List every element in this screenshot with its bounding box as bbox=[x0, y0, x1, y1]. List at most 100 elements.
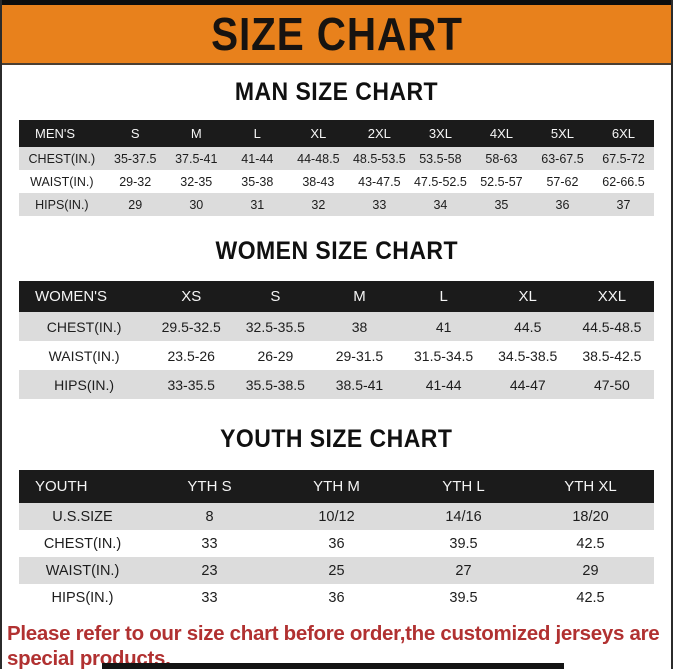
size-value-cell: 38.5-41 bbox=[317, 370, 402, 399]
table-row: HIPS(IN.) 33 36 39.5 42.5 bbox=[19, 584, 654, 611]
table-row: HIPS(IN.) 29 30 31 32 33 34 35 36 37 bbox=[19, 193, 654, 216]
size-value-cell: 47-50 bbox=[569, 370, 654, 399]
size-value-cell: 33 bbox=[146, 530, 273, 557]
size-column-header: 4XL bbox=[470, 120, 532, 147]
size-value-cell: 44.5 bbox=[485, 312, 570, 341]
size-column-header: S bbox=[233, 281, 318, 312]
size-value-cell: 23 bbox=[146, 557, 273, 584]
size-value-cell: 14/16 bbox=[400, 503, 527, 530]
size-chart-section-women: WOMEN SIZE CHART WOMEN'S XS S M L XL XXL CHEST(I… bbox=[2, 237, 671, 399]
size-table-men: MEN'S S M L XL 2XL 3XL 4XL 5XL 6XL CHEST(IN.) 35-37… bbox=[19, 120, 654, 216]
size-value-cell: 31.5-34.5 bbox=[401, 341, 486, 370]
disclaimer-line-1: Please refer to our size chart before or… bbox=[7, 622, 660, 669]
size-value-cell: 37.5-41 bbox=[165, 147, 227, 170]
row-label: HIPS(IN.) bbox=[19, 584, 146, 611]
size-value-cell: 62-66.5 bbox=[592, 170, 654, 193]
size-column-header: YTH M bbox=[273, 470, 400, 503]
table-header-label: WOMEN'S bbox=[19, 281, 150, 312]
size-value-cell: 31 bbox=[226, 193, 288, 216]
size-value-cell: 29-31.5 bbox=[317, 341, 402, 370]
size-value-cell: 58-63 bbox=[470, 147, 532, 170]
size-value-cell: 38.5-42.5 bbox=[569, 341, 654, 370]
size-value-cell: 29 bbox=[527, 557, 654, 584]
size-value-cell: 41-44 bbox=[226, 147, 288, 170]
size-value-cell: 39.5 bbox=[400, 584, 527, 611]
size-column-header: 2XL bbox=[348, 120, 410, 147]
size-value-cell: 44-47 bbox=[485, 370, 570, 399]
size-value-cell: 41 bbox=[401, 312, 486, 341]
row-label: CHEST(IN.) bbox=[19, 147, 105, 170]
size-value-cell: 35-38 bbox=[226, 170, 288, 193]
size-value-cell: 26-29 bbox=[233, 341, 318, 370]
size-value-cell: 37 bbox=[592, 193, 654, 216]
size-column-header: L bbox=[401, 281, 486, 312]
size-value-cell: 33 bbox=[348, 193, 410, 216]
table-row: CHEST(IN.) 35-37.5 37.5-41 41-44 44-48.5 48.5… bbox=[19, 147, 654, 170]
table-header-label: YOUTH bbox=[19, 470, 146, 503]
table-header-row: YOUTH YTH S YTH M YTH L YTH XL bbox=[19, 470, 654, 503]
size-value-cell: 36 bbox=[531, 193, 593, 216]
size-value-cell: 18/20 bbox=[527, 503, 654, 530]
bottom-bar-decoration bbox=[102, 663, 564, 669]
table-row: U.S.SIZE 8 10/12 14/16 18/20 bbox=[19, 503, 654, 530]
size-column-header: XL bbox=[287, 120, 349, 147]
title-banner: SIZE CHART bbox=[2, 0, 671, 65]
section-title-text: WOMEN SIZE CHART bbox=[215, 237, 458, 265]
table-header-label: MEN'S bbox=[19, 120, 105, 147]
size-value-cell: 67.5-72 bbox=[592, 147, 654, 170]
size-value-cell: 42.5 bbox=[527, 530, 654, 557]
size-value-cell: 32.5-35.5 bbox=[233, 312, 318, 341]
size-column-header: 5XL bbox=[531, 120, 593, 147]
size-value-cell: 36 bbox=[273, 584, 400, 611]
size-column-header: YTH L bbox=[400, 470, 527, 503]
size-value-cell: 44-48.5 bbox=[287, 147, 349, 170]
table-header-row: MEN'S S M L XL 2XL 3XL 4XL 5XL 6XL bbox=[19, 120, 654, 147]
size-value-cell: 63-67.5 bbox=[531, 147, 593, 170]
row-label: U.S.SIZE bbox=[19, 503, 146, 530]
size-value-cell: 41-44 bbox=[401, 370, 486, 399]
order-disclaimer: Please refer to our size chart before or… bbox=[2, 621, 671, 669]
size-value-cell: 35-37.5 bbox=[104, 147, 166, 170]
table-row: WAIST(IN.) 23 25 27 29 bbox=[19, 557, 654, 584]
size-value-cell: 35.5-38.5 bbox=[233, 370, 318, 399]
charts-container: MAN SIZE CHART MEN'S S M L XL 2XL 3XL 4XL 5XL 6XL C… bbox=[2, 78, 671, 611]
size-value-cell: 29.5-32.5 bbox=[149, 312, 234, 341]
size-value-cell: 53.5-58 bbox=[409, 147, 471, 170]
size-value-cell: 23.5-26 bbox=[149, 341, 234, 370]
size-value-cell: 30 bbox=[165, 193, 227, 216]
size-column-header: L bbox=[226, 120, 288, 147]
size-value-cell: 35 bbox=[470, 193, 532, 216]
size-column-header: M bbox=[165, 120, 227, 147]
size-value-cell: 32 bbox=[287, 193, 349, 216]
page-title: SIZE CHART bbox=[210, 8, 463, 60]
size-value-cell: 34.5-38.5 bbox=[485, 341, 570, 370]
size-value-cell: 43-47.5 bbox=[348, 170, 410, 193]
size-chart-section-men: MAN SIZE CHART MEN'S S M L XL 2XL 3XL 4XL 5XL 6XL C… bbox=[2, 78, 671, 216]
size-column-header: YTH XL bbox=[527, 470, 654, 503]
row-label: WAIST(IN.) bbox=[19, 557, 146, 584]
size-column-header: 3XL bbox=[409, 120, 471, 147]
size-value-cell: 29 bbox=[104, 193, 166, 216]
size-value-cell: 52.5-57 bbox=[470, 170, 532, 193]
row-label: HIPS(IN.) bbox=[19, 193, 105, 216]
size-value-cell: 10/12 bbox=[273, 503, 400, 530]
table-row: HIPS(IN.) 33-35.5 35.5-38.5 38.5-41 41-44 44-… bbox=[19, 370, 654, 399]
size-value-cell: 44.5-48.5 bbox=[569, 312, 654, 341]
section-title-youth: YOUTH SIZE CHART bbox=[2, 425, 671, 454]
table-row: WAIST(IN.) 29-32 32-35 35-38 38-43 43-47.5 47.… bbox=[19, 170, 654, 193]
size-value-cell: 33 bbox=[146, 584, 273, 611]
size-value-cell: 47.5-52.5 bbox=[409, 170, 471, 193]
table-header-row: WOMEN'S XS S M L XL XXL bbox=[19, 281, 654, 312]
size-value-cell: 27 bbox=[400, 557, 527, 584]
size-value-cell: 34 bbox=[409, 193, 471, 216]
size-table-youth: YOUTH YTH S YTH M YTH L YTH XL U.S.SIZE 8 10/12… bbox=[19, 470, 654, 611]
size-value-cell: 25 bbox=[273, 557, 400, 584]
size-column-header: XS bbox=[149, 281, 234, 312]
section-title-women: WOMEN SIZE CHART bbox=[2, 237, 671, 266]
section-title-men: MAN SIZE CHART bbox=[2, 78, 671, 107]
size-column-header: S bbox=[104, 120, 166, 147]
size-value-cell: 8 bbox=[146, 503, 273, 530]
size-column-header: YTH S bbox=[146, 470, 273, 503]
size-column-header: M bbox=[317, 281, 402, 312]
